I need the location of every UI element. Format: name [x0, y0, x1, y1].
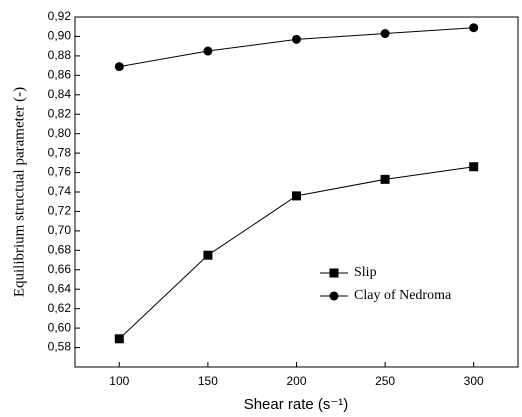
y-tick-label: 0,64 [48, 281, 72, 295]
x-tick-label: 300 [464, 374, 484, 388]
data-point [380, 174, 390, 184]
data-point [469, 23, 479, 33]
y-tick-label: 0,70 [48, 223, 72, 237]
y-tick-label: 0,92 [48, 9, 72, 23]
x-tick-label: 250 [375, 374, 395, 388]
y-tick-label: 0,80 [48, 126, 72, 140]
data-point [114, 62, 124, 72]
y-tick-label: 0,74 [48, 184, 72, 198]
y-tick-label: 0,88 [48, 48, 72, 62]
data-point [203, 46, 213, 56]
y-axis-title: Equilibrium structual parameter (-) [11, 87, 27, 297]
data-point [114, 334, 124, 344]
legend-label: Slip [354, 265, 377, 280]
y-tick-label: 0,72 [48, 204, 72, 218]
y-tick-label: 0,60 [48, 320, 72, 334]
x-tick-label: 100 [109, 374, 129, 388]
y-tick-label: 0,78 [48, 145, 72, 159]
y-tick-label: 0,86 [48, 68, 72, 82]
data-point [380, 29, 390, 39]
y-tick-label: 0,82 [48, 106, 72, 120]
legend-marker [329, 291, 339, 301]
legend-label: Clay of Nedroma [354, 288, 452, 303]
y-tick-label: 0,76 [48, 165, 72, 179]
y-tick-label: 0,62 [48, 301, 72, 315]
data-point [203, 250, 213, 260]
y-tick-label: 0,66 [48, 262, 72, 276]
series-line [119, 27, 474, 68]
data-point [469, 162, 479, 172]
data-point [292, 191, 301, 201]
y-tick-label: 0,68 [48, 243, 72, 257]
legend-marker [329, 268, 339, 278]
x-tick-label: 200 [286, 374, 306, 388]
x-axis-title: Shear rate (s⁻¹) [244, 396, 349, 413]
data-point [292, 34, 301, 44]
y-tick-label: 0,90 [48, 29, 72, 43]
y-tick-label: 0,84 [48, 87, 72, 101]
x-tick-label: 150 [198, 374, 218, 388]
y-tick-label: 0,58 [48, 340, 72, 354]
